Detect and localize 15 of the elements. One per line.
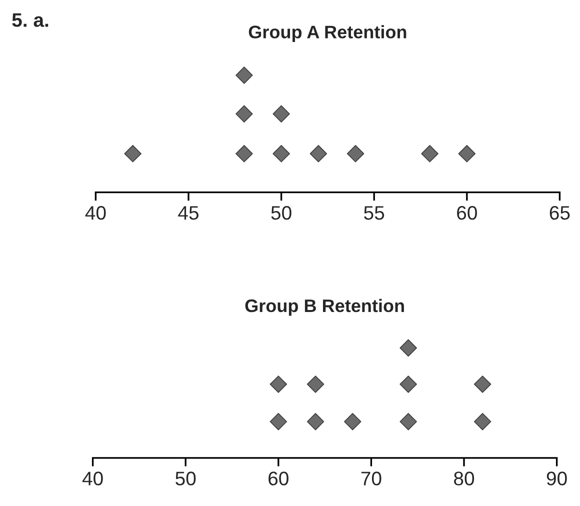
chart-title: Group A Retention [248,25,406,42]
text: 5. a. [12,13,48,27]
x-tick-label: 60 [268,472,288,486]
x-tick-label: 40 [85,206,106,220]
x-tick-label: 45 [178,206,198,220]
x-tick-label: 65 [550,206,570,220]
x-tick-label: 50 [271,206,292,220]
x-tick-label: 90 [546,472,567,486]
x-tick-label: 80 [454,472,474,486]
x-tick-label: 40 [82,472,103,486]
x-tick-label: 60 [457,206,477,220]
x-tick-label: 70 [361,472,382,486]
x-tick-label: 50 [176,472,196,486]
x-tick-label: 55 [364,206,384,220]
chart-title: Group B Retention [245,298,404,316]
